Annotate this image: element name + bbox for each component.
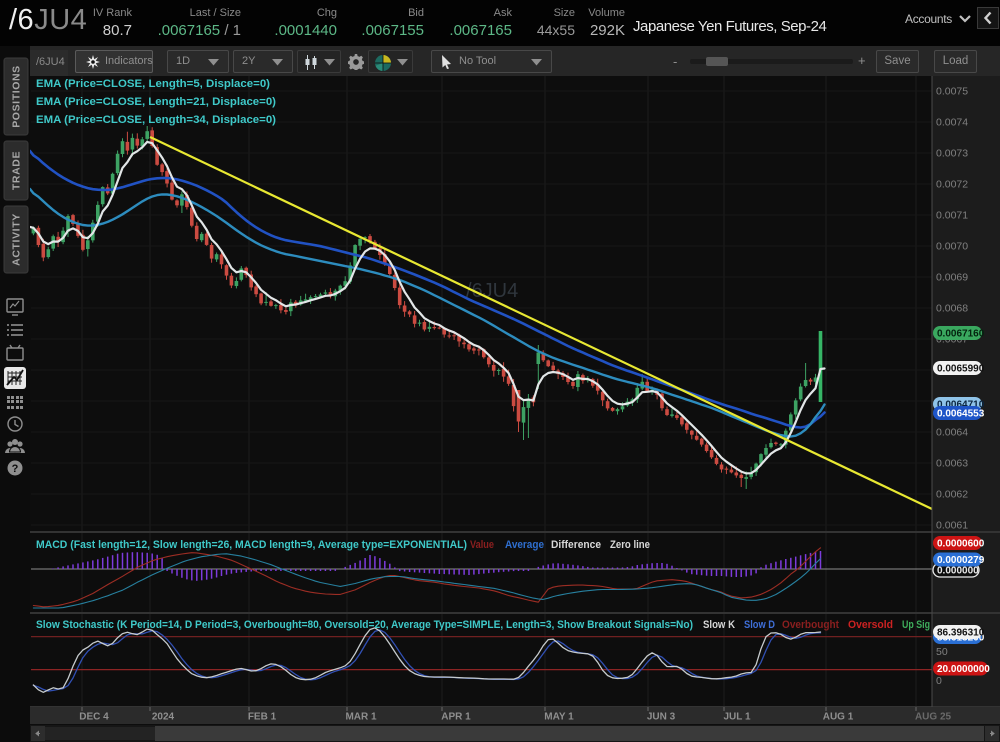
svg-text:2024: 2024 — [152, 712, 175, 723]
svg-text:Overbought: Overbought — [782, 619, 839, 631]
svg-text:0.0061: 0.0061 — [936, 520, 968, 532]
svg-text:0.0073: 0.0073 — [936, 148, 968, 160]
svg-text:86.396310: 86.396310 — [937, 628, 985, 639]
svg-text:?: ? — [12, 463, 19, 475]
svg-text:EMA (Price=CLOSE, Length=5, Di: EMA (Price=CLOSE, Length=5, Displace=0) — [36, 78, 270, 90]
svg-text:0.0074: 0.0074 — [936, 117, 968, 129]
svg-text:Value: Value — [470, 539, 494, 551]
svg-text:0.0069: 0.0069 — [936, 272, 968, 284]
svg-text:20.0000000: 20.0000000 — [937, 664, 990, 675]
svg-text:50: 50 — [936, 646, 948, 658]
svg-text:JUL 1: JUL 1 — [723, 712, 750, 723]
svg-text:JUN 3: JUN 3 — [647, 712, 676, 723]
svg-text:0.0065990: 0.0065990 — [937, 364, 985, 375]
svg-text:MAR 1: MAR 1 — [345, 712, 377, 723]
svg-text:0.0000279: 0.0000279 — [937, 555, 985, 566]
svg-text:0.0075: 0.0075 — [936, 86, 968, 98]
svg-text:Slow Stochastic (K Period=14,: Slow Stochastic (K Period=14, D Period=3… — [36, 619, 693, 631]
svg-text:FEB 1: FEB 1 — [248, 712, 277, 723]
svg-text:AUG 1: AUG 1 — [823, 712, 854, 723]
svg-text:0.0064710: 0.0064710 — [937, 400, 985, 411]
svg-text:EMA (Price=CLOSE, Length=21, D: EMA (Price=CLOSE, Length=21, Displace=0) — [36, 96, 276, 108]
svg-text:MAY 1: MAY 1 — [544, 712, 574, 723]
svg-text:0.0063: 0.0063 — [936, 458, 968, 470]
svg-text:Slow D: Slow D — [744, 619, 775, 631]
svg-text:0: 0 — [936, 675, 942, 687]
svg-text:MACD (Fast length=12, Slow len: MACD (Fast length=12, Slow length=26, MA… — [36, 539, 467, 551]
svg-text:DEC 4: DEC 4 — [79, 712, 109, 723]
svg-text:0.0062: 0.0062 — [936, 489, 968, 501]
svg-text:0.0067160: 0.0067160 — [937, 329, 985, 340]
svg-text:0.0068: 0.0068 — [936, 303, 968, 315]
svg-text:Slow K: Slow K — [703, 619, 735, 631]
svg-text:0.0000600: 0.0000600 — [937, 539, 985, 550]
svg-text:Average: Average — [505, 539, 544, 551]
svg-text:Oversold: Oversold — [848, 619, 893, 631]
svg-text:0.0064: 0.0064 — [936, 427, 968, 439]
svg-text:0.0071: 0.0071 — [936, 210, 968, 222]
svg-text:Up Sig: Up Sig — [902, 619, 930, 631]
svg-text:0.0070: 0.0070 — [936, 241, 968, 253]
svg-text:0.0072: 0.0072 — [936, 179, 968, 191]
svg-text:/6JU4: /6JU4 — [466, 280, 518, 302]
svg-text:Zero line: Zero line — [610, 539, 650, 551]
svg-text:Difference: Difference — [551, 539, 601, 551]
svg-text:EMA (Price=CLOSE, Length=34, D: EMA (Price=CLOSE, Length=34, Displace=0) — [36, 114, 276, 126]
svg-text:AUG 25: AUG 25 — [915, 712, 952, 723]
svg-text:0.000000: 0.000000 — [937, 566, 979, 577]
svg-text:APR 1: APR 1 — [441, 712, 471, 723]
svg-text:0.0064553: 0.0064553 — [937, 409, 985, 420]
